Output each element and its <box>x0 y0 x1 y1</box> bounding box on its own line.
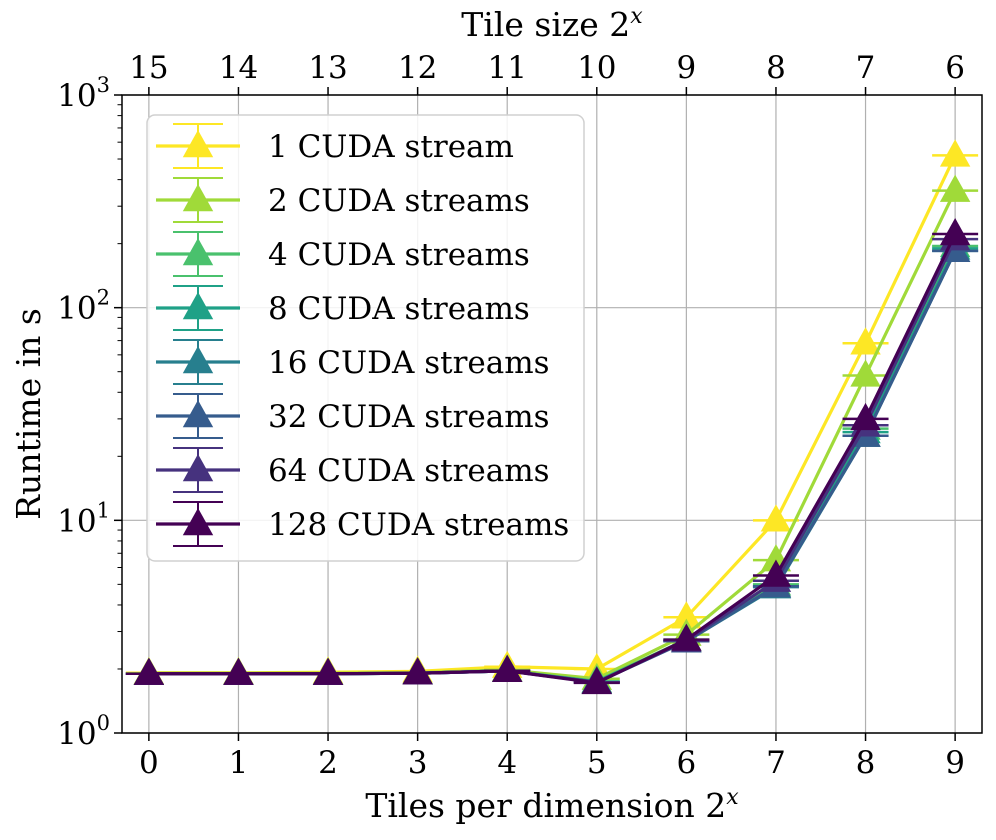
x-tick-label: 6 <box>677 745 697 781</box>
data-point <box>223 657 254 685</box>
data-point <box>939 174 971 202</box>
y-tick-label: 101 <box>57 498 110 539</box>
legend-entry: 2 CUDA streams <box>156 177 530 223</box>
top-tick-label: 8 <box>766 50 786 86</box>
top-tick-label: 14 <box>219 50 258 86</box>
legend-label: 64 CUDA streams <box>268 453 550 489</box>
data-point <box>133 657 165 685</box>
legend-label: 128 CUDA streams <box>268 507 569 543</box>
y-tick-label: 100 <box>57 711 110 752</box>
x-tick-label: 7 <box>766 745 786 781</box>
legend-entry: 64 CUDA streams <box>156 447 550 493</box>
x-axis-label: Tiles per dimension 2x <box>365 785 739 825</box>
x-tick-label: 3 <box>408 745 428 781</box>
legend-label: 4 CUDA streams <box>268 237 530 273</box>
axis-ticks: 0 15 1 14 2 13 3 12 4 11 5 10 6 9 7 8 8 7 9 6 100 101 102 103 <box>57 50 965 781</box>
legend-entry: 8 CUDA streams <box>156 285 530 331</box>
top-tick-label: 15 <box>129 50 168 86</box>
data-point <box>312 657 344 685</box>
legend-entry: 128 CUDA streams <box>156 501 569 547</box>
data-point <box>850 402 881 431</box>
legend-marker <box>182 454 214 482</box>
x-tick-label: 9 <box>945 745 965 781</box>
top-tick-label: 6 <box>945 50 965 86</box>
data-point <box>581 666 612 695</box>
series-layer <box>125 139 979 695</box>
top-tick-label: 10 <box>577 50 616 86</box>
y-axis-label: Runtime in s <box>9 308 48 520</box>
legend: 1 CUDA stream 2 CUDA streams 4 CUDA stream… <box>146 114 585 562</box>
series-line <box>148 233 957 685</box>
top-tick-label: 12 <box>398 50 437 86</box>
y-tick-label: 102 <box>57 286 110 327</box>
data-point <box>939 218 971 246</box>
x-tick-label: 0 <box>139 745 159 781</box>
x-tick-label: 4 <box>497 745 517 781</box>
data-point <box>402 657 433 685</box>
x-tick-label: 8 <box>856 745 876 781</box>
legend-marker <box>182 346 214 374</box>
legend-label: 2 CUDA streams <box>268 183 530 219</box>
legend-entry: 1 CUDA stream <box>156 123 514 169</box>
legend-label: 32 CUDA streams <box>268 399 550 435</box>
data-point <box>760 504 792 532</box>
legend-box <box>146 114 585 562</box>
data-point <box>760 559 792 587</box>
legend-marker <box>182 130 214 158</box>
y-tick-label: 103 <box>57 73 110 114</box>
plot-frame <box>121 94 983 734</box>
x-tick-label: 1 <box>229 745 249 781</box>
top-tick-label: 9 <box>677 50 697 86</box>
legend-label: 16 CUDA streams <box>268 345 550 381</box>
x-tick-label: 5 <box>587 745 607 781</box>
top-tick-label: 13 <box>308 50 347 86</box>
data-point <box>850 359 881 387</box>
x-tick-label: 2 <box>318 745 338 781</box>
legend-entry: 16 CUDA streams <box>156 339 550 385</box>
legend-entry: 32 CUDA streams <box>156 393 550 439</box>
data-point <box>671 601 702 629</box>
legend-marker <box>182 184 214 212</box>
legend-marker <box>182 238 214 266</box>
top-axis-label: Tile size 2x <box>461 4 643 44</box>
top-tick-label: 7 <box>856 50 876 86</box>
legend-entry: 4 CUDA streams <box>156 231 530 277</box>
data-point <box>492 654 523 683</box>
series-128-cuda-streams <box>125 218 979 695</box>
legend-marker <box>182 508 214 536</box>
legend-label: 1 CUDA stream <box>268 129 514 165</box>
legend-marker <box>182 400 214 428</box>
data-point <box>671 623 702 651</box>
legend-marker <box>182 292 214 320</box>
data-point <box>850 327 881 355</box>
data-point <box>939 139 971 167</box>
legend-label: 8 CUDA streams <box>268 291 530 327</box>
top-tick-label: 11 <box>487 50 526 86</box>
